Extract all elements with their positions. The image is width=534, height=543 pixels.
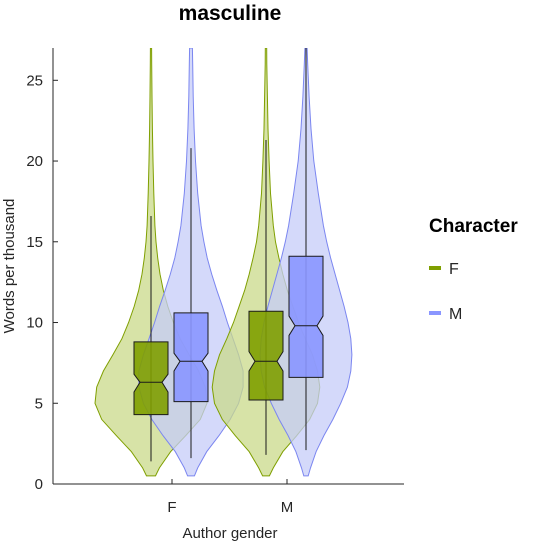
box-M-F bbox=[249, 311, 283, 400]
legend-label-M: M bbox=[449, 306, 462, 323]
y-tick-label: 25 bbox=[26, 72, 43, 89]
y-tick-label: 15 bbox=[26, 234, 43, 251]
y-tick-label: 5 bbox=[35, 395, 43, 412]
x-tick-label: F bbox=[167, 499, 176, 516]
plot-area bbox=[95, 48, 352, 476]
box-F-F bbox=[134, 342, 168, 415]
legend: Character F M bbox=[429, 216, 518, 323]
y-tick-label: 10 bbox=[26, 315, 43, 332]
x-tick-label: M bbox=[281, 499, 294, 516]
legend-title: Character bbox=[429, 216, 518, 237]
chart-title: masculine bbox=[179, 2, 282, 25]
box-M-M bbox=[289, 256, 323, 377]
box-F-M bbox=[174, 313, 208, 402]
legend-label-F: F bbox=[449, 261, 459, 278]
y-axis-label: Words per thousand bbox=[1, 199, 18, 334]
x-axis-label: Author gender bbox=[182, 525, 277, 542]
y-tick-label: 20 bbox=[26, 153, 43, 170]
y-tick-label: 0 bbox=[35, 476, 43, 493]
